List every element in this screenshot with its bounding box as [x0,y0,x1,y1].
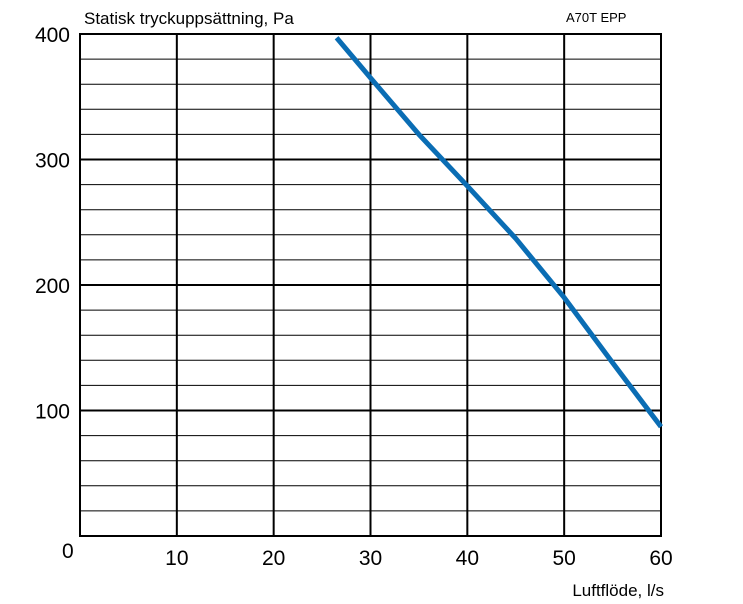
major-gridlines [80,34,661,536]
y-tick-label: 100 [35,401,70,424]
x-tick-labels: 10 20 30 40 50 60 [165,547,673,570]
x-tick-label: 50 [552,547,575,570]
x-tick-label: 30 [359,547,382,570]
y-tick-label: 200 [35,275,70,298]
series-layer [334,36,663,429]
x-axis-label: Luftflöde, l/s [572,581,664,600]
y-tick-label: 300 [35,150,70,173]
series-line [334,36,663,429]
x-tick-label: 60 [649,547,672,570]
model-label: A70T EPP [566,10,626,25]
chart-title: Statisk tryckuppsättning, Pa [84,9,294,28]
origin-label: 0 [62,540,74,563]
x-tick-label: 20 [262,547,285,570]
plot-frame [79,33,662,537]
x-tick-label: 40 [456,547,479,570]
y-tick-label: 400 [35,24,70,47]
x-tick-label: 10 [165,547,188,570]
y-tick-labels: 100 200 300 400 [35,24,70,424]
